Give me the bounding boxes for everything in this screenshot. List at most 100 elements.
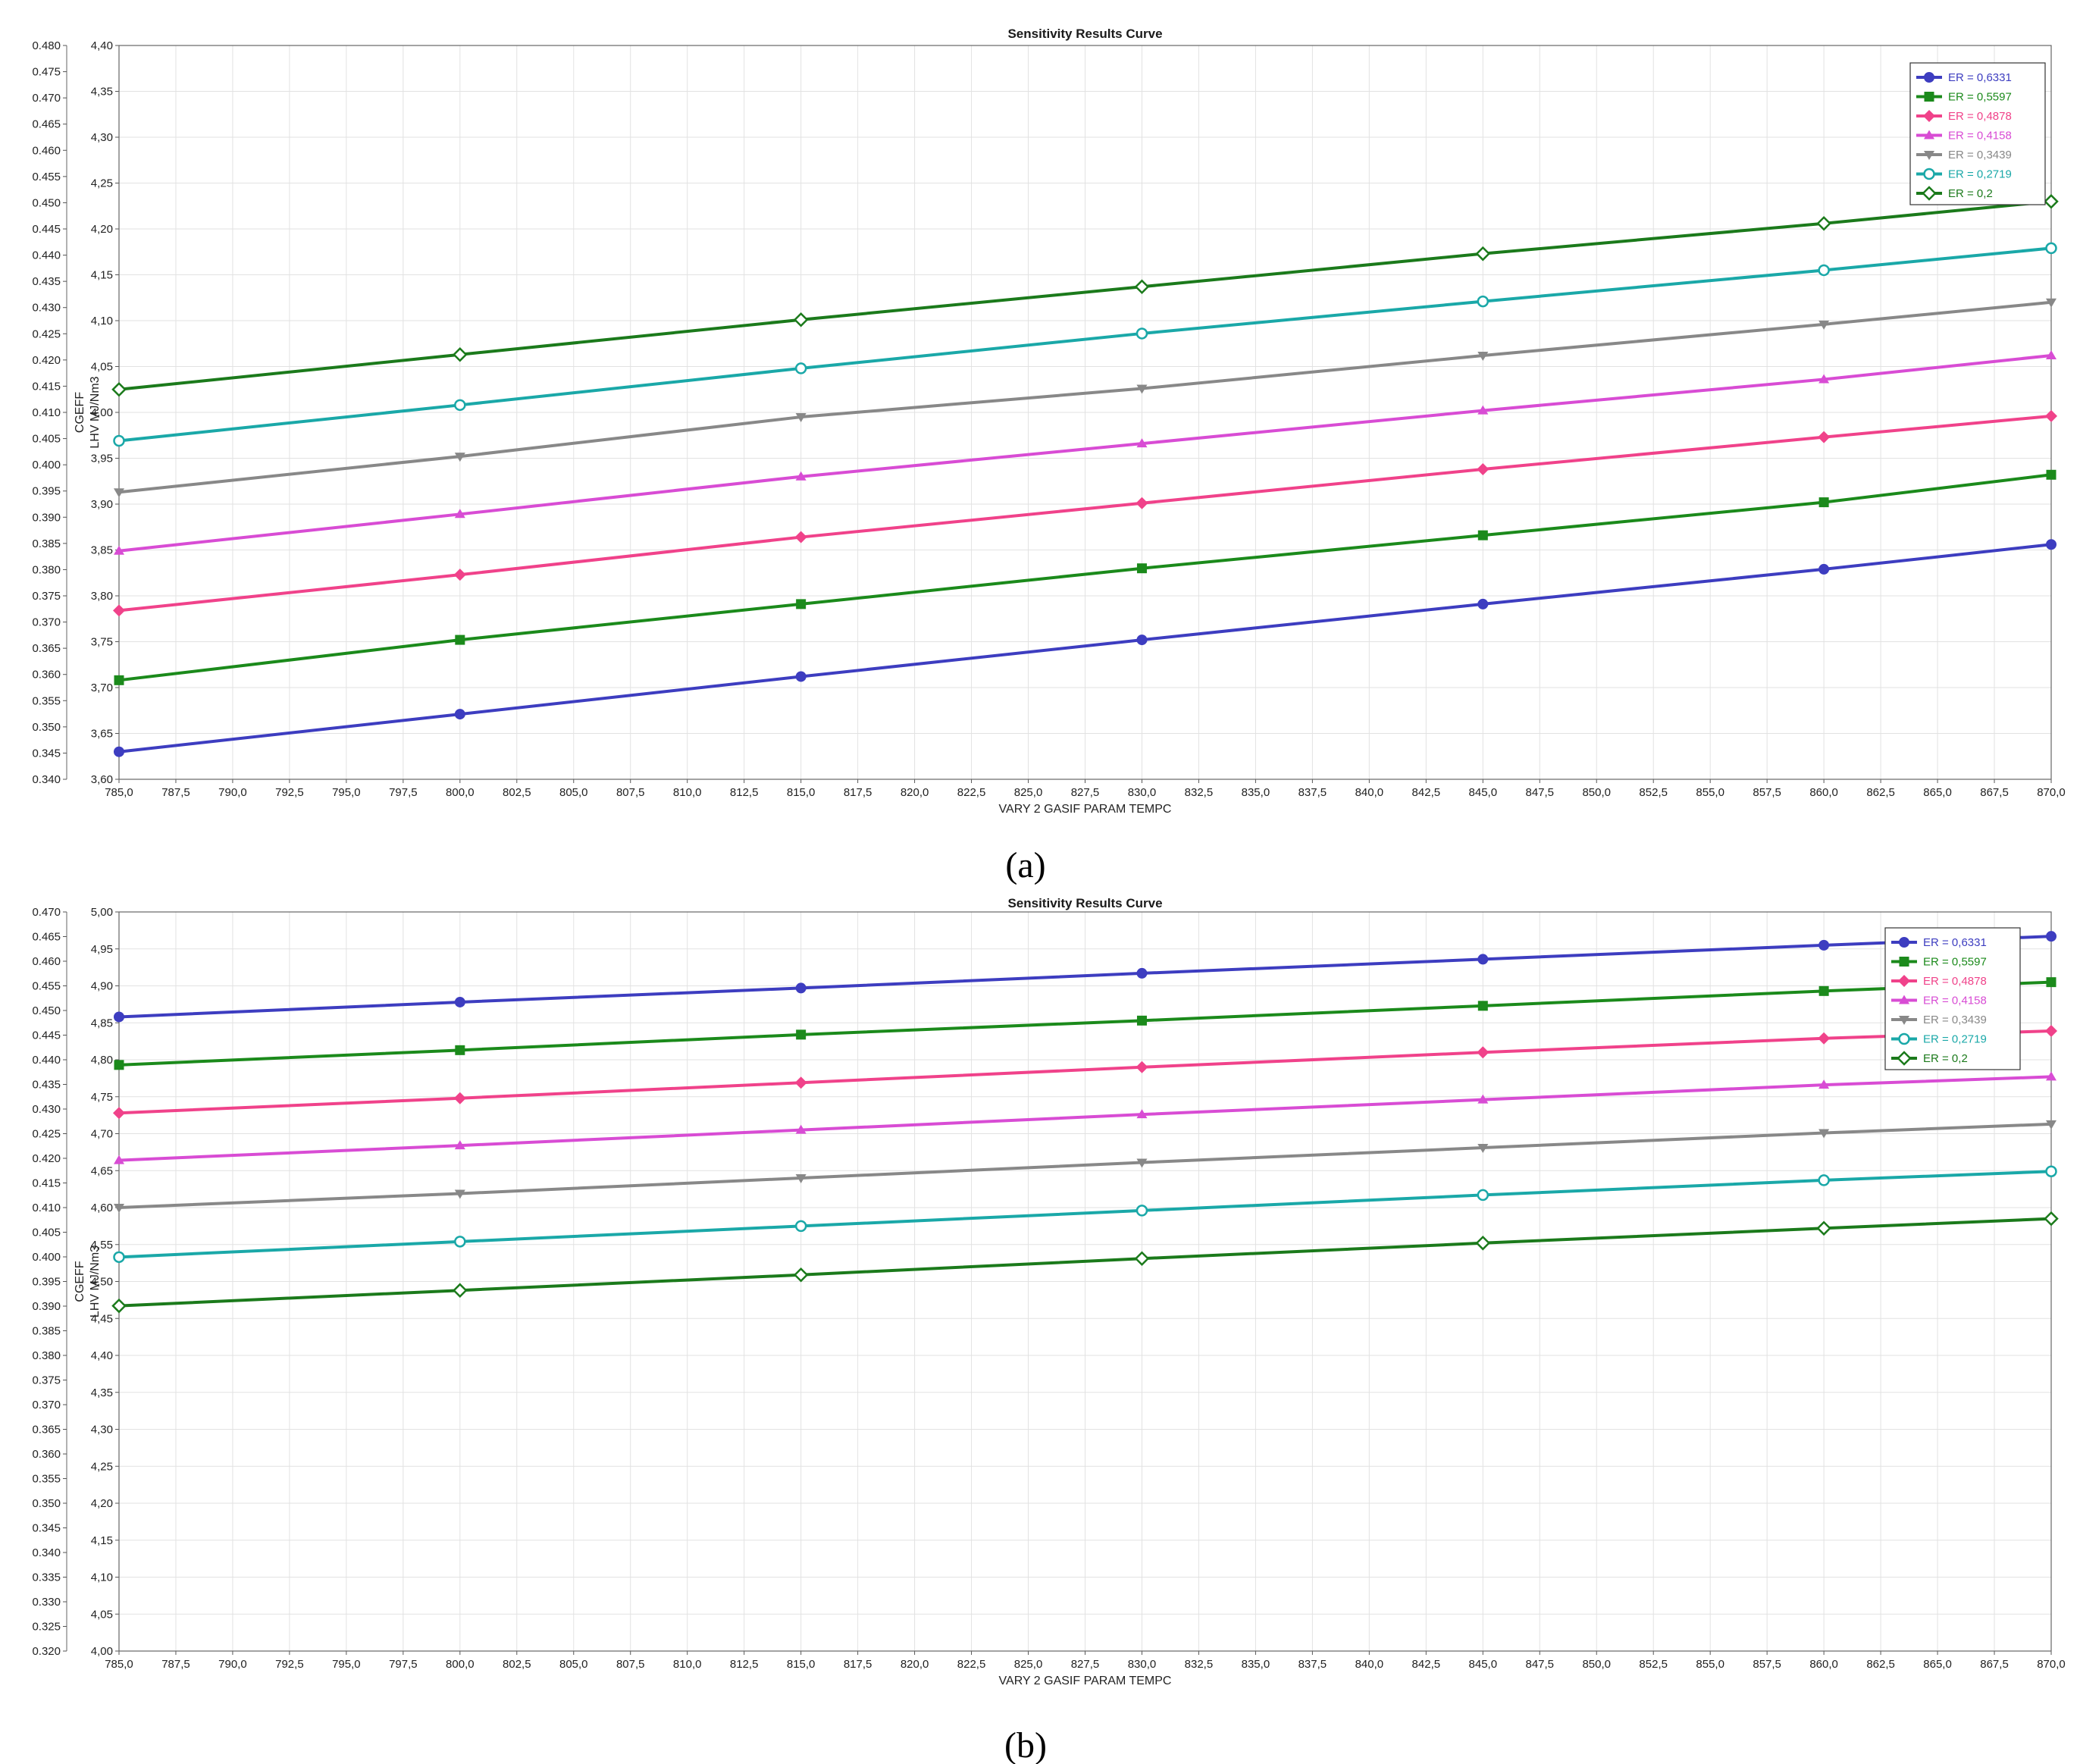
data-point [2045,1165,2057,1177]
y-tick-label: 0.385 [32,537,61,550]
chart-title: Sensitivity Results Curve [1007,896,1162,910]
x-tick-label: 827,5 [1071,786,1100,799]
data-point [795,471,807,481]
data-point [795,413,807,423]
legend-label: ER = 0,2 [1948,187,1993,200]
data-point [1136,563,1147,574]
x-tick-label: 835,0 [1242,1658,1270,1671]
x-tick-label: 855,0 [1696,1658,1724,1671]
x-tick-label: 847,5 [1525,786,1554,799]
y-tick-label: 0.370 [32,1399,61,1412]
data-point [2046,1120,2057,1130]
chart-a: 785,0 787,5 790,0 792,5 795,0 797,5 800,0 802,5… [32,27,2065,816]
y-tick-label: 0.380 [32,563,61,576]
y-tick-label: 0.460 [32,144,61,157]
data-point [1816,1220,1831,1236]
x-tick-label: 807,5 [616,1658,645,1671]
y-tick-label: 0.425 [32,1128,61,1141]
y-tick-label: 0.385 [32,1325,61,1338]
plot-frame [118,911,2052,1652]
y-tick-label: 0.425 [32,327,61,340]
x-tick-label: 857,5 [1753,1658,1781,1671]
data-point [1818,374,1830,384]
x-tick-label: 792,5 [275,1658,304,1671]
data-point [1477,405,1489,415]
data-point [113,1251,125,1264]
data-point [1816,215,1831,231]
legend-label: ER = 0,4158 [1948,130,2012,143]
data-point [113,434,125,447]
x-tick-label: 870,0 [2037,1658,2066,1671]
x-tick-label: 860,0 [1809,1658,1838,1671]
x-tick-label: 822,5 [957,1658,986,1671]
x-tick-label: 850,0 [1582,1658,1611,1671]
data-point [1818,985,1829,996]
data-point [2046,298,2057,308]
y2-tick-label: 4,40 [91,1349,113,1362]
y2-tick-label: 3,90 [91,498,113,511]
y-tick-label: 0.445 [32,1029,61,1042]
x-tick-label: 847,5 [1525,1658,1554,1671]
data-point [1136,438,1148,448]
y-tick-label: 0.475 [32,66,61,79]
data-point [1475,246,1491,262]
y2-tick-label: 3,70 [91,681,113,694]
y-tick-label: 0.345 [32,747,61,760]
data-point [453,347,468,362]
y-tick-label: 0.360 [32,1448,61,1461]
legend-marker [1899,957,1909,967]
y2-tick-label: 4,35 [91,1386,113,1399]
data-point [111,1298,127,1314]
y2-tick-label: 3,65 [91,728,113,741]
y-tick-label: 0.455 [32,171,61,183]
y2-tick-label: 3,75 [91,636,113,649]
data-point [1477,1094,1489,1104]
x-tick-label: 832,5 [1185,786,1214,799]
data-point [1477,1001,1488,1011]
y-tick-label: 0.355 [32,694,61,707]
data-point [453,1283,468,1298]
data-point [114,488,124,498]
x-tick-label: 797,5 [389,1658,418,1671]
y-tick-label: 0.420 [32,354,61,367]
y2-tick-label: 4,10 [91,315,113,327]
data-point [1477,295,1490,308]
x-tick-label: 817,5 [844,1658,872,1671]
x-tick-label: 845,0 [1469,786,1498,799]
y-tick-label: 0.390 [32,1300,61,1313]
y2-tick-label: 3,60 [91,773,113,786]
data-point [795,982,807,994]
x-tick-label: 795,0 [332,786,361,799]
x-axis-title: VARY 2 GASIF PARAM TEMPC [999,1675,1172,1687]
legend-marker [1923,110,1935,122]
x-tick-label: 837,5 [1298,786,1327,799]
data-point [1818,320,1830,330]
x-tick-label: 802,5 [503,1658,531,1671]
y2-tick-label: 3,80 [91,590,113,603]
data-point [2046,539,2057,550]
y-tick-label: 0.445 [32,223,61,236]
y2-tick-label: 4,70 [91,1128,113,1141]
legend-marker [1924,72,1934,83]
y-tick-label: 0.430 [32,1103,61,1116]
y-tick-label: 0.380 [32,1349,61,1362]
x-tick-label: 842,5 [1412,786,1441,799]
legend-marker [1899,995,1909,1004]
data-point [1475,1236,1491,1251]
panel-label-a: (a) [1005,845,1045,885]
y-tick-label: 0.325 [32,1621,61,1634]
legend-label: ER = 0,2719 [1948,168,2012,181]
data-point [2046,469,2057,480]
y-tick-label: 0.430 [32,302,61,315]
data-point [454,453,465,462]
legend-label: ER = 0,3439 [1948,149,2012,161]
data-point [1136,1158,1148,1168]
x-tick-label: 805,0 [559,1658,588,1671]
data-point [454,509,465,519]
y-tick-label: 0.350 [32,1497,61,1510]
x-tick-label: 805,0 [559,786,588,799]
data-point [794,1076,807,1089]
y-tick-label: 0.410 [32,406,61,419]
x-tick-label: 862,5 [1866,1658,1895,1671]
